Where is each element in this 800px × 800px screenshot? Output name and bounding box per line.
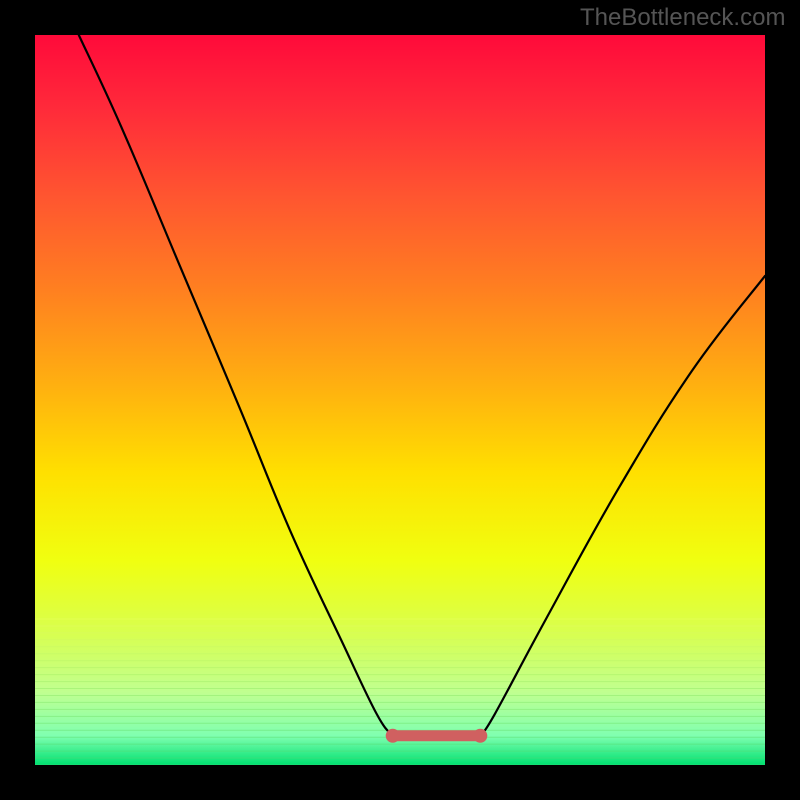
watermark-text: TheBottleneck.com <box>580 4 785 32</box>
plot-svg <box>35 35 765 765</box>
flat-bottom-endcap-left <box>386 729 400 743</box>
gradient-background <box>35 35 765 765</box>
plot-area <box>35 35 765 765</box>
flat-bottom-endcap-right <box>473 729 487 743</box>
